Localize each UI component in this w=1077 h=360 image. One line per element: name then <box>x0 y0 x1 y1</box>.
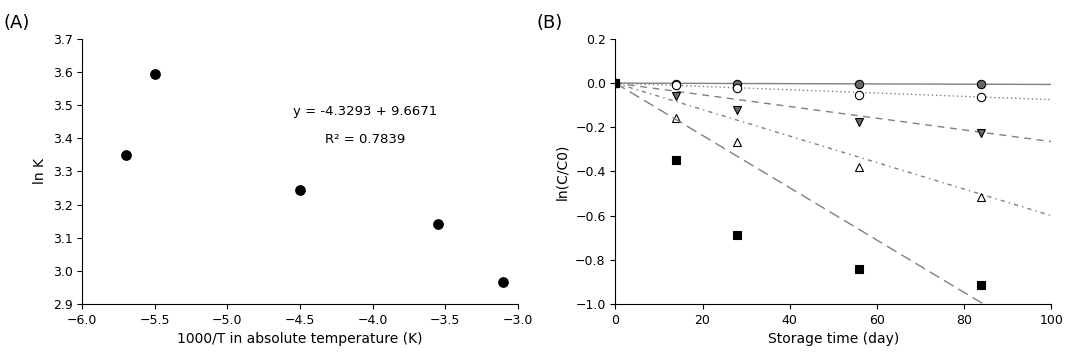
Point <box>117 152 135 158</box>
Y-axis label: ln K: ln K <box>33 158 47 184</box>
X-axis label: Storage time (day): Storage time (day) <box>768 332 899 346</box>
Text: y = -4.3293 + 9.6671: y = -4.3293 + 9.6671 <box>293 105 437 118</box>
Point <box>146 71 164 77</box>
Y-axis label: ln(C/C0): ln(C/C0) <box>556 143 570 199</box>
X-axis label: 1000/T in absolute temperature (K): 1000/T in absolute temperature (K) <box>178 332 423 346</box>
Text: (A): (A) <box>3 14 30 32</box>
Text: (B): (B) <box>537 14 563 32</box>
Point <box>430 221 447 227</box>
Point <box>292 187 309 193</box>
Text: R² = 0.7839: R² = 0.7839 <box>325 133 406 146</box>
Point <box>494 279 512 285</box>
